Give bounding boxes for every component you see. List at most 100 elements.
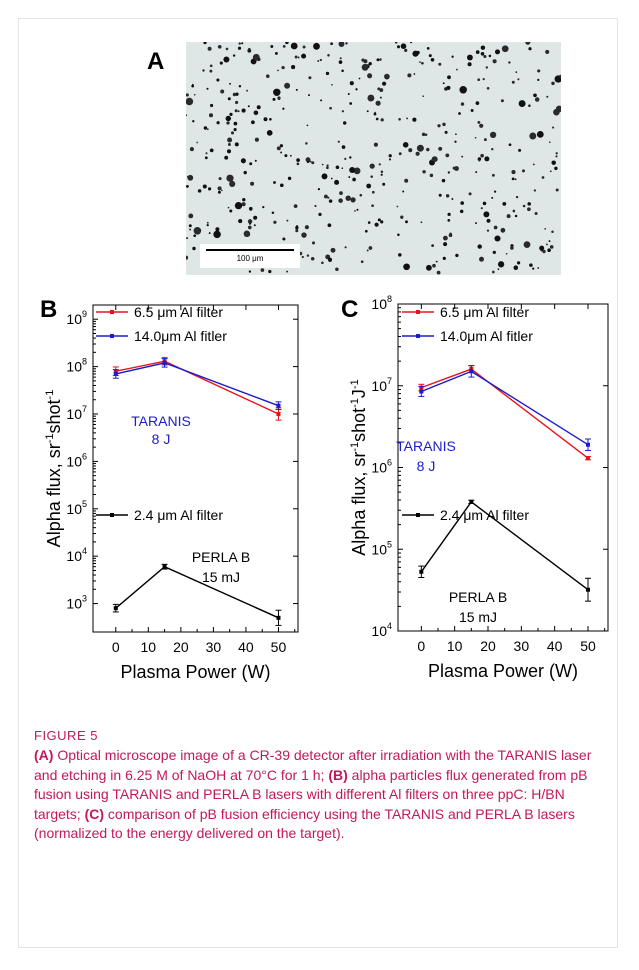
etch-pit (348, 176, 351, 179)
etch-pit (493, 225, 498, 230)
caption-b-marker: (B) (328, 766, 348, 783)
etch-pit (478, 159, 481, 162)
scale-bar (206, 249, 294, 251)
etch-pit (455, 133, 457, 136)
legend-marker (110, 334, 114, 338)
data-point (419, 569, 424, 574)
etch-pit (186, 255, 189, 260)
annotation-text: 8 J (152, 431, 171, 447)
series-line-2 (115, 565, 279, 619)
etch-pit (429, 173, 434, 178)
etch-pit (188, 213, 194, 219)
etch-pit (447, 219, 451, 222)
etch-pit (443, 242, 448, 247)
etch-pit (480, 207, 483, 210)
etch-pit (202, 184, 207, 189)
etch-pit (248, 222, 252, 225)
etch-pit (548, 141, 551, 144)
etch-pit (344, 246, 347, 249)
etch-pit (247, 219, 253, 224)
etch-pit (358, 77, 361, 80)
etch-pit (468, 192, 472, 196)
etch-pit (311, 241, 316, 245)
etch-pit (500, 227, 506, 233)
etch-pit (431, 244, 434, 247)
etch-pit (225, 47, 229, 51)
etch-pit (536, 130, 544, 138)
x-tick-label: 40 (238, 639, 254, 655)
etch-pit (306, 254, 310, 257)
etch-pit (367, 73, 373, 79)
etch-pit (388, 154, 392, 158)
etch-pit (559, 74, 561, 79)
etch-pit (293, 204, 298, 208)
etch-pit (276, 146, 281, 151)
etch-pit (537, 78, 540, 82)
etch-pit (295, 88, 298, 91)
etch-pit (187, 174, 194, 181)
etch-pit (532, 267, 535, 270)
etch-pit (349, 81, 354, 86)
etch-pit (205, 152, 208, 155)
etch-pit (186, 237, 189, 240)
etch-pit (474, 136, 477, 139)
etch-pit (253, 224, 256, 227)
etch-pit (544, 228, 547, 230)
chart-b: 0 10 20 30 40 50 103 104 105 106 107 108 109 Plasma P… (44, 304, 299, 682)
etch-pit (371, 190, 375, 194)
etch-pit (229, 112, 233, 117)
etch-pit (366, 249, 369, 252)
annotation-text: TARANIS (396, 438, 456, 454)
etch-pit (489, 131, 497, 139)
y-tick-label: 107 (371, 376, 392, 394)
etch-pit (191, 84, 195, 88)
etch-pit (266, 74, 270, 78)
etch-pit (475, 101, 480, 105)
etch-pit (208, 187, 212, 191)
etch-pit (412, 117, 417, 122)
etch-pit (238, 42, 241, 45)
etch-pit (269, 117, 272, 121)
etch-pit (410, 42, 413, 44)
etch-pit (250, 181, 255, 186)
etch-pit (508, 143, 512, 147)
etch-pit (518, 148, 522, 152)
etch-pit (438, 62, 442, 66)
etch-pit (226, 174, 234, 182)
etch-pit (273, 181, 276, 184)
data-point (113, 606, 118, 611)
etch-pit (234, 109, 238, 113)
etch-pit (208, 232, 211, 235)
etch-pit (197, 189, 202, 193)
etch-pit (290, 42, 298, 50)
etch-pit (368, 62, 372, 66)
etch-pit (404, 48, 408, 52)
data-point (276, 412, 281, 416)
data-point (586, 587, 590, 592)
y-tick-label: 107 (66, 404, 87, 422)
etch-pit (479, 123, 484, 128)
etch-pit (226, 149, 232, 154)
etch-pit (413, 73, 416, 75)
etch-pit (321, 173, 328, 180)
etch-pit (483, 211, 490, 218)
etch-pit (396, 205, 399, 208)
etch-pit (238, 85, 242, 88)
etch-pit (320, 99, 323, 102)
etch-pit (227, 137, 233, 143)
etch-pit (192, 246, 196, 251)
etch-pit (233, 128, 237, 132)
etch-pit (366, 110, 369, 113)
etch-pit (438, 146, 443, 151)
etch-pit (491, 173, 495, 177)
etch-pit (436, 270, 441, 275)
etch-pit (398, 152, 402, 156)
etch-pit (247, 225, 252, 230)
etch-pit (533, 189, 537, 192)
y-tick-label: 105 (66, 499, 87, 517)
etch-pit (470, 109, 474, 112)
etch-pit (304, 225, 309, 230)
figure-caption: (A) Optical microscope image of a CR-39 … (34, 746, 614, 844)
legend-marker (416, 334, 420, 338)
etch-pit (330, 247, 336, 253)
